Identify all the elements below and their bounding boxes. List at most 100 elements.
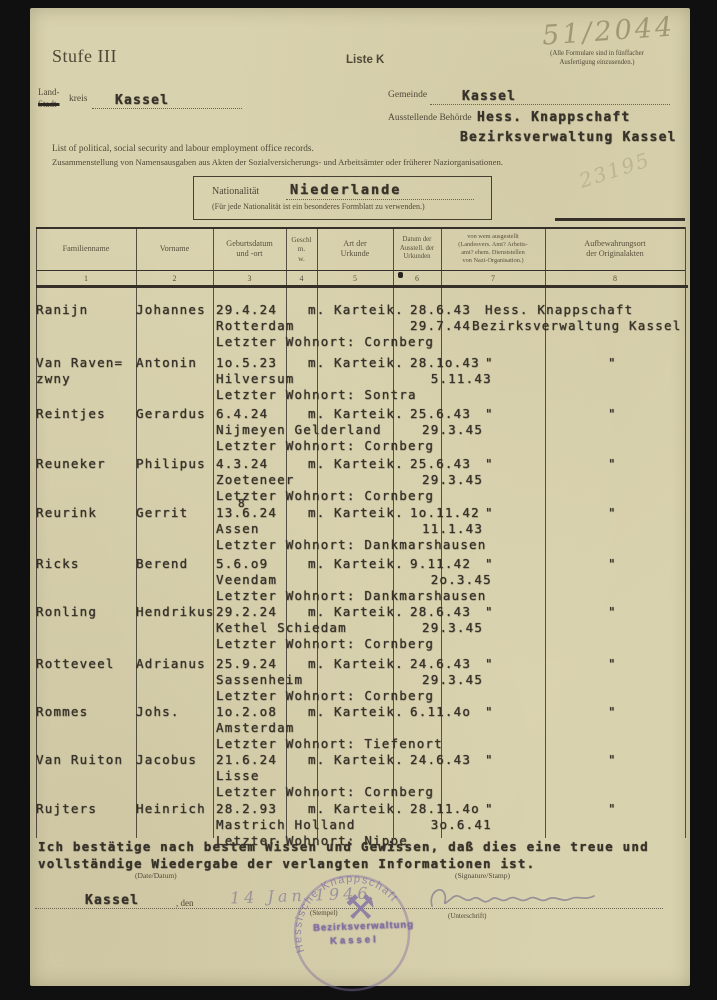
- cell-geburtsdatum: 28.2.93: [216, 801, 278, 816]
- cell-wohnort: Letzter Wohnort: Cornberg: [216, 334, 435, 349]
- cell-ausgestellt-1: ": [485, 456, 494, 471]
- signature-scrawl: [430, 889, 595, 907]
- cell-vorname: Hendrikus: [136, 604, 215, 619]
- cell-ausgestellt-1: ": [485, 556, 494, 571]
- cell-urkunde: Karteik.: [334, 604, 404, 619]
- cell-geschlecht: m.: [308, 801, 326, 816]
- column-number: 8: [613, 273, 617, 283]
- cell-geburtsort: Sassenheim: [216, 672, 304, 687]
- table-row: Reuneker Philipus 4.3.24 Zoeteneer Letzt…: [30, 456, 690, 504]
- cell-aufbewahrungsort: ": [608, 406, 617, 421]
- cell-datum-2: 29.3.45: [422, 422, 484, 437]
- cell-vorname: Gerardus: [136, 406, 206, 421]
- stufe-label: Stufe III: [52, 46, 117, 66]
- table-row: Van Ruiton Jacobus 21.6.24 Lisse Letzter…: [30, 752, 690, 800]
- cell-aufbewahrungsort: ": [608, 355, 617, 370]
- cell-geburtsort: Zoeteneer: [216, 472, 295, 487]
- cell-datum-2: 2o.3.45: [422, 572, 492, 587]
- stamp-line-2: Kassel: [329, 934, 379, 947]
- cell-aufbewahrungsort: ": [608, 704, 617, 719]
- cell-vorname: Adrianus: [136, 656, 206, 671]
- place-value: Kassel: [85, 893, 140, 908]
- cell-familienname: Ricks: [36, 556, 80, 571]
- cell-vorname: Heinrich: [136, 801, 206, 816]
- cell-geburtsdatum: 5.6.o9: [216, 556, 269, 571]
- cell-urkunde: Karteik.: [334, 355, 404, 370]
- cell-datum-1: 28.6.43: [410, 604, 472, 619]
- cell-geburtsdatum: 1o.2.o8: [216, 704, 278, 719]
- column-header-ausgestellt: von wem ausgestellt (Landesvers. Amt? Ar…: [458, 233, 528, 264]
- cell-geschlecht: m.: [308, 556, 326, 571]
- cell-geburtsdatum: 21.6.24: [216, 752, 278, 767]
- cell-datum-1: 1o.11.42: [410, 505, 480, 520]
- cell-wohnort: Letzter Wohnort: Cornberg: [216, 688, 435, 703]
- cell-geburtsort: Mastrich Holland: [216, 817, 356, 832]
- cell-aufbewahrungsort: ": [608, 801, 617, 816]
- cell-wohnort: Letzter Wohnort: Cornberg: [216, 488, 435, 503]
- cell-ausgestellt-1: ": [485, 656, 494, 671]
- table-row: Rotteveel Adrianus 25.9.24 Sassenheim Le…: [30, 656, 690, 704]
- cell-datum-2: 29.3.45: [422, 672, 484, 687]
- table-row: Reintjes Gerardus 6.4.24 Nijmeyen Gelder…: [30, 406, 690, 454]
- cell-wohnort: Letzter Wohnort: Cornberg: [216, 784, 435, 799]
- table-row: Ronling Hendrikus 29.2.24 Kethel Schieda…: [30, 604, 690, 652]
- date-label: (Date/Datum): [135, 871, 177, 880]
- cell-aufbewahrungsort: ": [608, 456, 617, 471]
- cell-ausgestellt-1: ": [485, 406, 494, 421]
- cell-geschlecht: m.: [308, 355, 326, 370]
- cell-datum-2: 5.11.43: [422, 371, 492, 386]
- behoerde-value: Hess. Knappschaft: [477, 110, 631, 125]
- unterschrift-label: (Unterschrift): [448, 912, 487, 920]
- table-header-separator: [36, 270, 685, 271]
- column-line: [393, 227, 394, 838]
- liste-label: Liste K: [346, 54, 385, 66]
- cell-familienname: Rommes: [36, 704, 89, 719]
- cell-datum-1: 24.6.43: [410, 656, 472, 671]
- table-top-border: [36, 227, 685, 229]
- cell-datum-1: 28.6.43: [410, 302, 472, 317]
- column-line: [286, 227, 287, 838]
- certification-text: Ich bestätige nach bestem Wissen und Gew…: [38, 839, 649, 871]
- den-label: , den: [176, 898, 194, 908]
- cell-geburtsdatum: 29.4.24: [216, 302, 278, 317]
- cell-geschlecht: m.: [308, 302, 326, 317]
- pencil-mark: 23195: [576, 147, 654, 193]
- cell-familienname: Rotteveel: [36, 656, 115, 671]
- cell-geburtsort: Veendam: [216, 572, 278, 587]
- table-row: Ricks Berend 5.6.o9 Veendam Letzter Wohn…: [30, 556, 690, 604]
- behoerde-label: Ausstellende Behörde: [388, 113, 472, 123]
- cell-datum-2: 29.3.45: [422, 472, 484, 487]
- cell-familienname: Rujters: [36, 801, 98, 816]
- nationality-note: (Für jede Nationalität ist ein besondere…: [212, 202, 425, 211]
- german-description: Zusammenstellung von Namensausgaben aus …: [52, 157, 503, 167]
- table-border-left: [36, 227, 37, 838]
- cell-wohnort: Letzter Wohnort: Tiefenort: [216, 736, 443, 751]
- cell-ausgestellt-2: Bezirksverwaltung Kassel: [472, 318, 682, 333]
- cell-datum-1: 28.11.4o: [410, 801, 480, 816]
- column-number: 7: [491, 273, 495, 283]
- cell-ausgestellt-1: ": [485, 355, 494, 370]
- cell-vorname: Antonin: [136, 355, 198, 370]
- cell-aufbewahrungsort: ": [608, 752, 617, 767]
- cell-vorname: Johs.: [136, 704, 180, 719]
- cell-urkunde: Karteik.: [334, 752, 404, 767]
- cell-familienname: Ronling: [36, 604, 98, 619]
- column-header-vorname: Vorname: [159, 243, 190, 253]
- cell-aufbewahrungsort: ": [608, 604, 617, 619]
- cell-datum-1: 25.6.43: [410, 406, 472, 421]
- cell-urkunde: Karteik.: [334, 656, 404, 671]
- cell-datum-1: 24.6.43: [410, 752, 472, 767]
- cell-datum-2: 11.1.43: [422, 521, 484, 536]
- cell-geburtsort: Hilversum: [216, 371, 295, 386]
- cell-geschlecht: m.: [308, 604, 326, 619]
- gemeinde-label: Gemeinde: [388, 90, 428, 100]
- cell-geburtsort: Rotterdam: [216, 318, 295, 333]
- cell-vorname: Berend: [136, 556, 189, 571]
- cell-datum-2: 29.7.44: [410, 318, 472, 333]
- cell-ausgestellt-1: ": [485, 752, 494, 767]
- column-number: 5: [353, 273, 357, 283]
- cell-datum-1: 28.1o.43: [410, 355, 480, 370]
- column-header-urkunde: Art der Urkunde: [340, 238, 370, 258]
- column-number: 4: [299, 273, 304, 283]
- cell-aufbewahrungsort: ": [608, 556, 617, 571]
